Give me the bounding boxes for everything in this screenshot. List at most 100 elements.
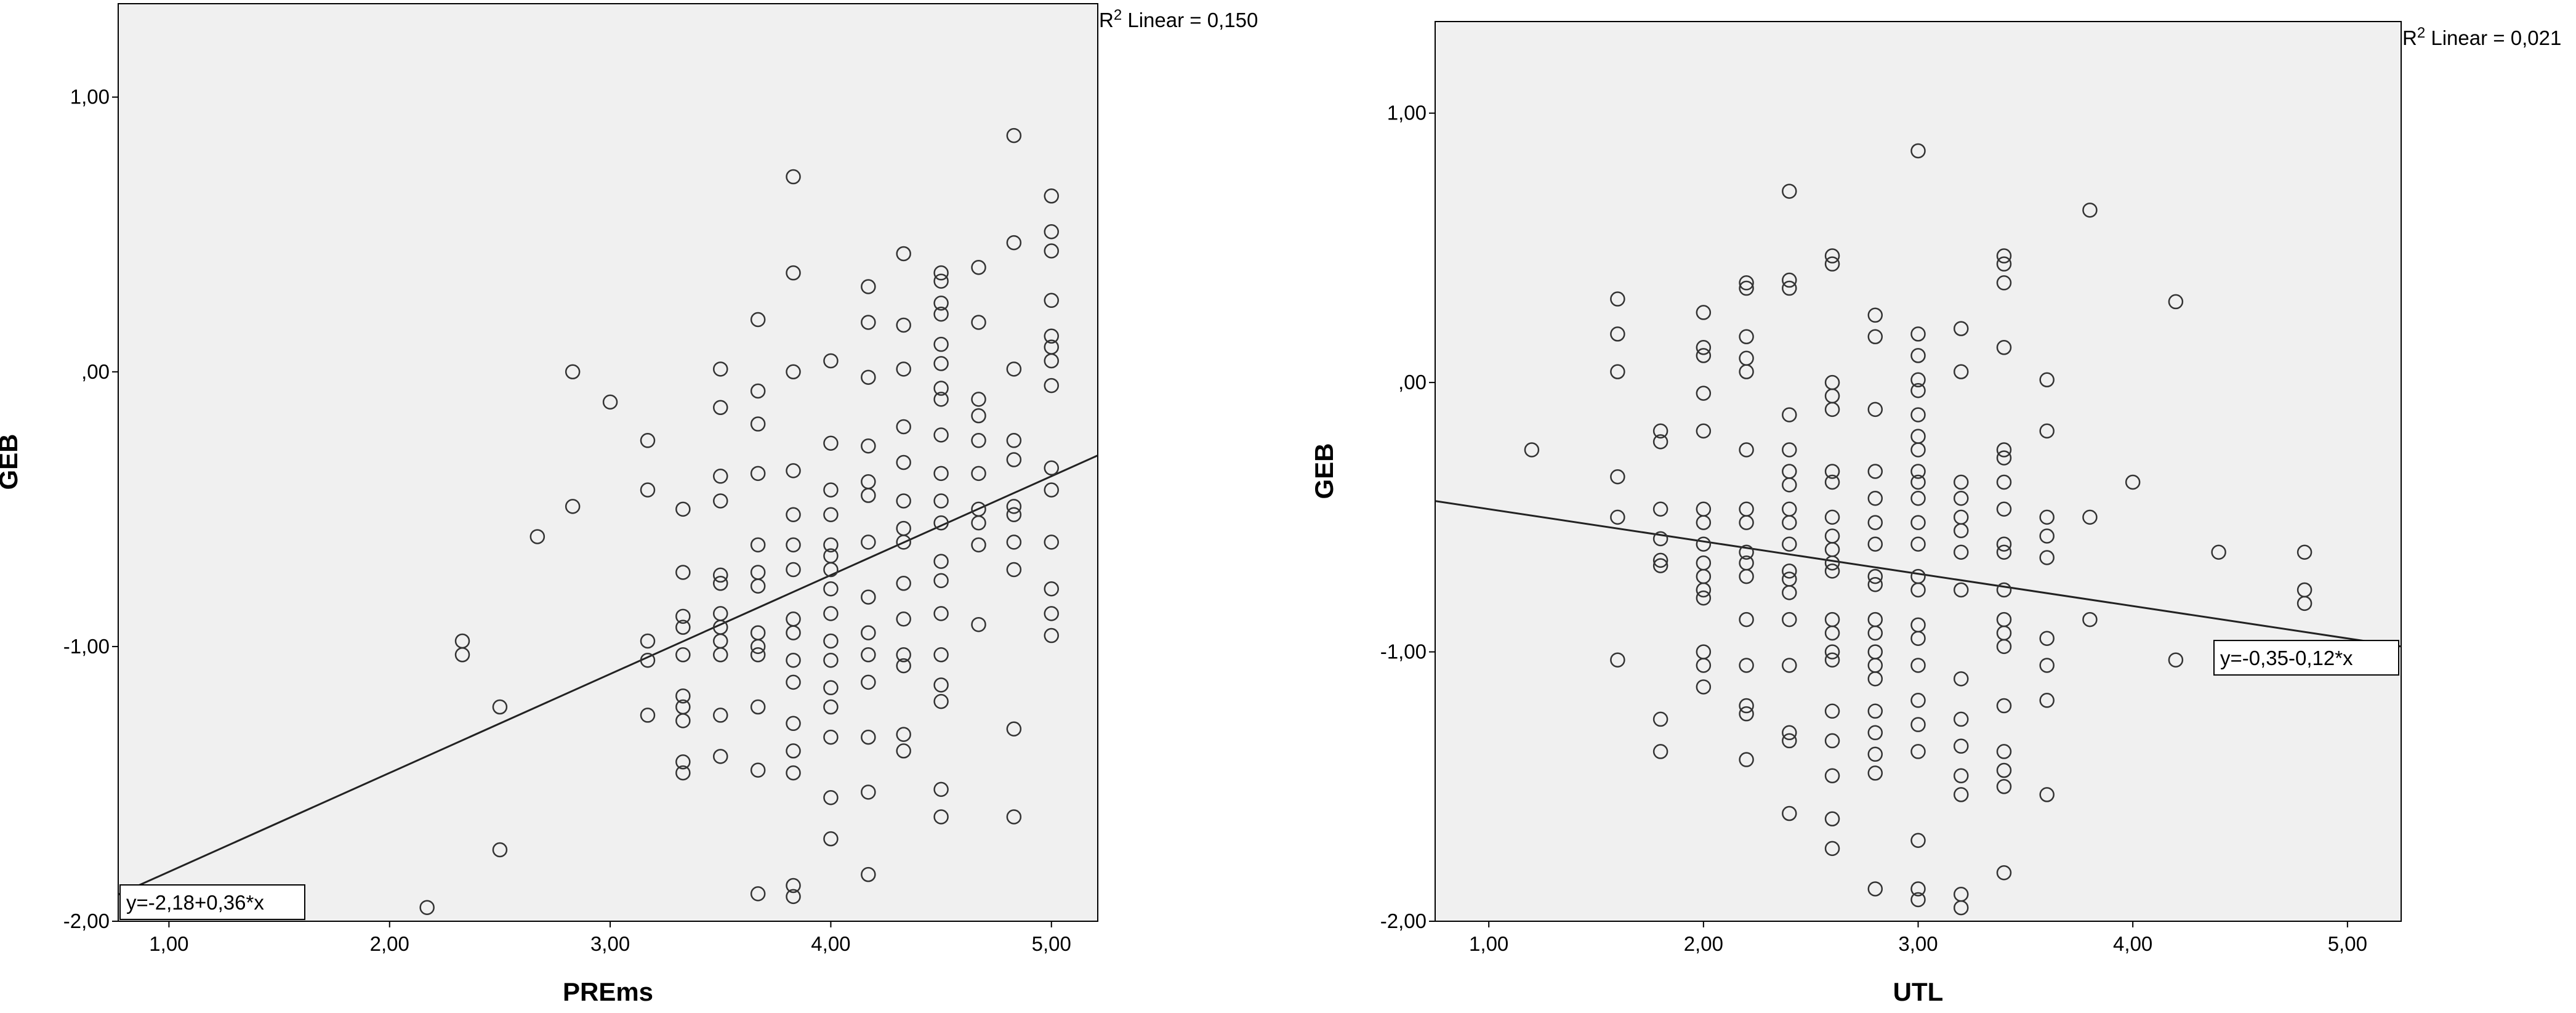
data-point xyxy=(1953,523,1969,538)
data-point xyxy=(896,361,911,377)
data-point xyxy=(1953,787,1969,802)
data-point xyxy=(1044,188,1059,204)
data-point xyxy=(861,785,876,800)
data-point xyxy=(1006,562,1022,578)
data-point xyxy=(1739,658,1754,673)
data-point xyxy=(1910,833,1926,849)
data-point xyxy=(1953,671,1969,687)
data-point xyxy=(933,466,949,482)
data-point xyxy=(750,466,766,482)
data-point xyxy=(861,315,876,330)
data-point xyxy=(1996,544,2012,560)
data-point xyxy=(1610,364,1625,379)
data-point xyxy=(1044,535,1059,550)
data-point xyxy=(713,576,728,591)
data-point xyxy=(602,394,618,410)
fit-line xyxy=(1435,500,2401,648)
data-point xyxy=(1006,809,1022,825)
data-point xyxy=(2211,544,2226,560)
equation-box xyxy=(2213,640,2399,676)
data-point xyxy=(750,762,766,778)
data-point xyxy=(1652,423,1668,439)
data-point xyxy=(823,353,839,369)
data-point xyxy=(823,435,839,451)
data-point xyxy=(1824,256,1840,272)
data-point xyxy=(1006,433,1022,448)
data-point xyxy=(1867,765,1883,781)
data-point xyxy=(1867,515,1883,530)
plot-area xyxy=(118,3,1098,922)
data-point xyxy=(1867,746,1883,762)
data-point xyxy=(823,790,839,805)
data-point xyxy=(529,529,545,544)
data-point xyxy=(896,576,911,591)
data-point xyxy=(1824,644,1840,660)
data-point xyxy=(1696,590,1712,606)
data-point xyxy=(1006,361,1022,377)
data-point xyxy=(2168,294,2184,310)
data-point xyxy=(1739,568,1754,584)
data-point xyxy=(1867,703,1883,719)
data-point xyxy=(1910,348,1926,363)
data-point xyxy=(1867,536,1883,552)
data-point xyxy=(861,488,876,503)
data-point xyxy=(1824,474,1840,490)
data-point xyxy=(1996,639,2012,655)
data-point xyxy=(1044,581,1059,597)
data-point xyxy=(750,886,766,902)
data-point xyxy=(1044,377,1059,393)
data-point xyxy=(1782,585,1797,600)
data-point xyxy=(786,652,801,668)
data-point xyxy=(823,831,839,847)
data-point xyxy=(823,482,839,498)
data-point xyxy=(1006,535,1022,550)
data-point xyxy=(823,699,839,715)
x-tick-label: 2,00 xyxy=(1684,932,1723,955)
data-point xyxy=(933,336,949,352)
data-point xyxy=(565,499,581,514)
data-point xyxy=(1824,652,1840,668)
data-point xyxy=(713,493,728,509)
data-point xyxy=(1996,450,2012,466)
data-point xyxy=(1996,501,2012,517)
data-point xyxy=(1696,658,1712,673)
data-point xyxy=(971,537,986,553)
data-point xyxy=(1996,779,2012,794)
data-point xyxy=(1953,364,1969,379)
data-point xyxy=(1867,625,1883,641)
data-point xyxy=(1867,464,1883,479)
data-point xyxy=(1006,235,1022,251)
data-point xyxy=(640,433,656,448)
data-point xyxy=(1652,744,1668,759)
data-point xyxy=(2296,544,2312,560)
data-point xyxy=(1739,442,1754,458)
data-point xyxy=(896,727,911,742)
data-point xyxy=(1867,576,1883,592)
y-tick-label: ,00 xyxy=(1398,371,1427,393)
data-point xyxy=(750,699,766,715)
data-point xyxy=(419,900,435,915)
data-point xyxy=(1824,555,1840,571)
x-tick-label: 5,00 xyxy=(1032,932,1071,955)
data-point xyxy=(1782,407,1797,422)
data-point xyxy=(1610,469,1625,485)
data-point xyxy=(1782,280,1797,296)
data-point xyxy=(971,315,986,330)
data-point xyxy=(1996,248,2012,264)
data-point xyxy=(675,688,691,704)
data-point xyxy=(1953,490,1969,506)
fit-line xyxy=(118,454,1098,896)
data-point xyxy=(933,265,949,281)
data-point xyxy=(1696,385,1712,401)
data-point xyxy=(933,677,949,693)
data-point xyxy=(675,765,691,781)
x-tick-label: 1,00 xyxy=(1469,932,1508,955)
chart-2: 1,00 2,00 3,00 4,00 5,00 1,00 ,00 -1,00 -2,00 UTL… xyxy=(1310,21,2561,1006)
data-point xyxy=(713,361,728,377)
data-point xyxy=(1910,143,1926,159)
data-point xyxy=(786,537,801,553)
data-point xyxy=(713,647,728,663)
data-point xyxy=(713,567,728,583)
data-point xyxy=(1867,568,1883,584)
y-tick-label: -1,00 xyxy=(1380,640,1427,663)
